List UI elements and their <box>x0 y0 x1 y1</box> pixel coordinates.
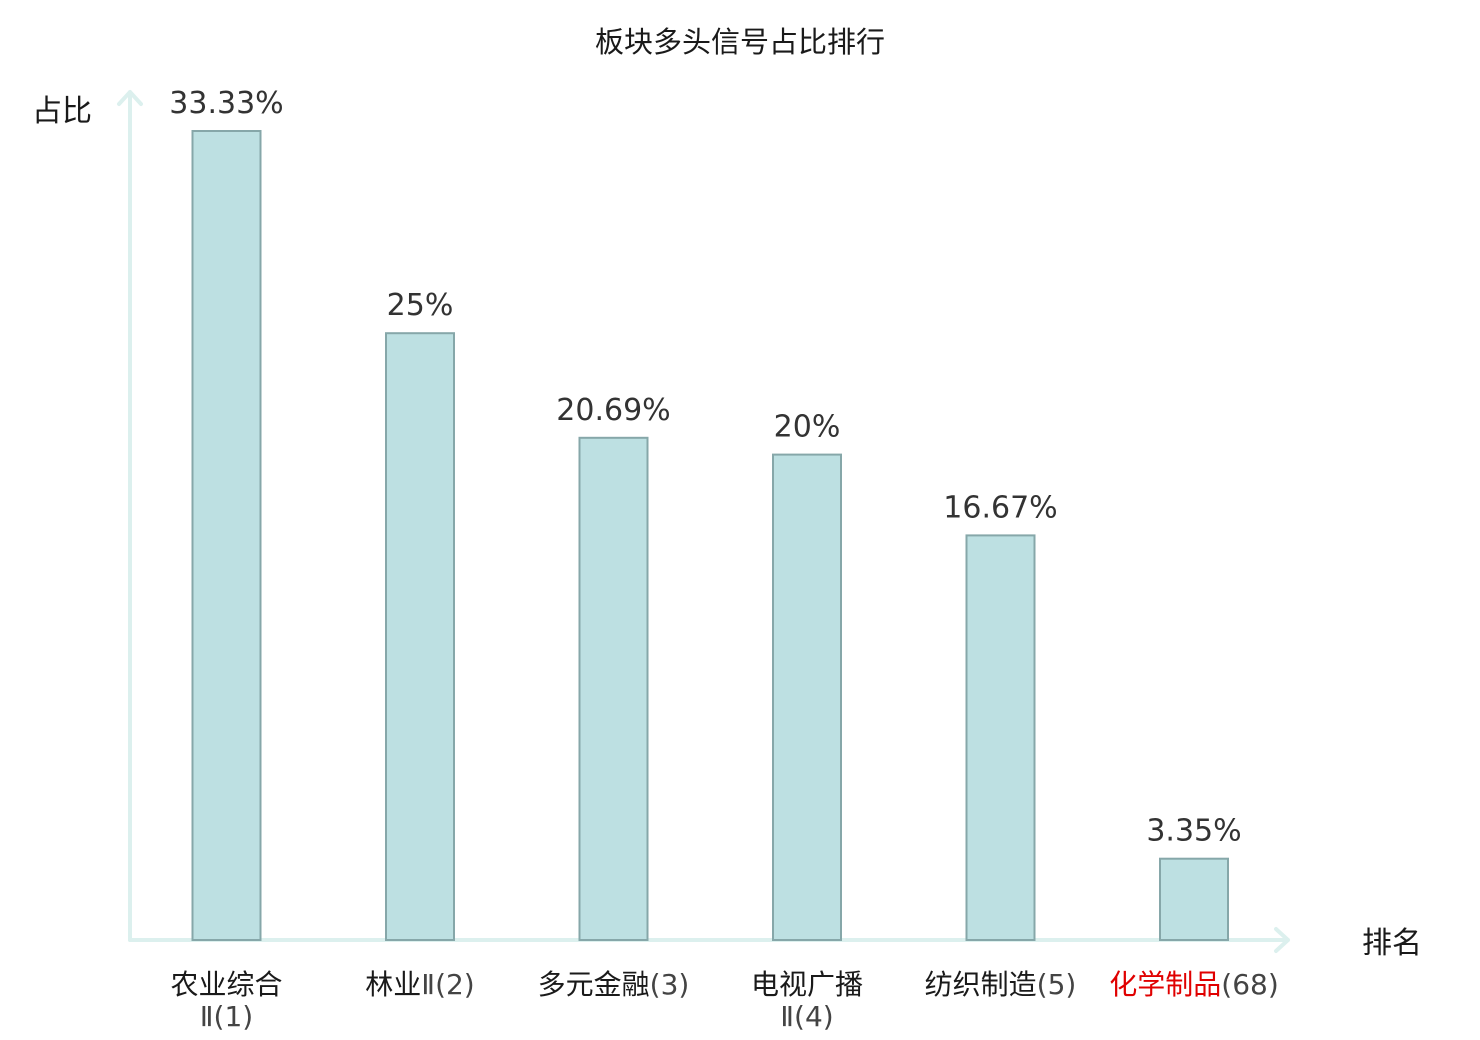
x-tick-code: (3) <box>650 968 690 1001</box>
bar-value-label: 25% <box>387 288 454 323</box>
x-tick-name: 多元金融 <box>538 968 650 1001</box>
bar-value-label: 16.67% <box>943 490 1057 525</box>
x-tick-code: (5) <box>1037 968 1077 1001</box>
bar <box>965 534 1036 942</box>
x-tick-code: Ⅱ(2) <box>421 968 474 1001</box>
x-tick-label: 纺织制造(5) <box>925 968 1077 1001</box>
bar <box>772 453 842 941</box>
x-tick-name: 林业 <box>365 968 421 1001</box>
x-tick-label: 多元金融(3) <box>538 968 690 1001</box>
x-tick-name: 化学制品 <box>1109 968 1221 1001</box>
x-tick-code: (68) <box>1221 968 1278 1001</box>
bar <box>578 436 649 941</box>
x-tick-label: 农业综合 Ⅱ(1) <box>170 968 282 1033</box>
bar <box>385 332 455 941</box>
bar-value-label: 20% <box>774 410 841 445</box>
chart-title: 板块多头信号占比排行 <box>595 25 885 59</box>
x-tick-label: 化学制品(68) <box>1109 968 1279 1001</box>
y-axis-title: 占比 <box>32 94 92 129</box>
x-tick-code: Ⅱ(1) <box>200 1000 253 1033</box>
bars-group: 33.33% 农业综合 Ⅱ(1) 25% 林业Ⅱ(2) 20.69% 多元金融(3) 20% 电… <box>169 86 1278 1033</box>
x-tick-label: 林业Ⅱ(2) <box>365 968 474 1001</box>
x-tick-label: 电视广播 Ⅱ(4) <box>751 968 863 1033</box>
x-tick-name: 纺织制造 <box>925 968 1037 1001</box>
bar <box>1159 857 1229 942</box>
x-axis-title: 排名 <box>1362 926 1422 961</box>
bar-value-label: 33.33% <box>169 86 283 121</box>
y-axis-line <box>117 90 143 942</box>
x-tick-code: Ⅱ(4) <box>780 1000 833 1033</box>
x-axis-line <box>128 927 1290 953</box>
x-tick-name: 农业综合 <box>170 968 282 1001</box>
bar-value-label: 3.35% <box>1146 814 1241 849</box>
x-tick-name: 电视广播 <box>751 968 863 1001</box>
bar-value-label: 20.69% <box>556 393 670 428</box>
bar <box>191 130 262 941</box>
